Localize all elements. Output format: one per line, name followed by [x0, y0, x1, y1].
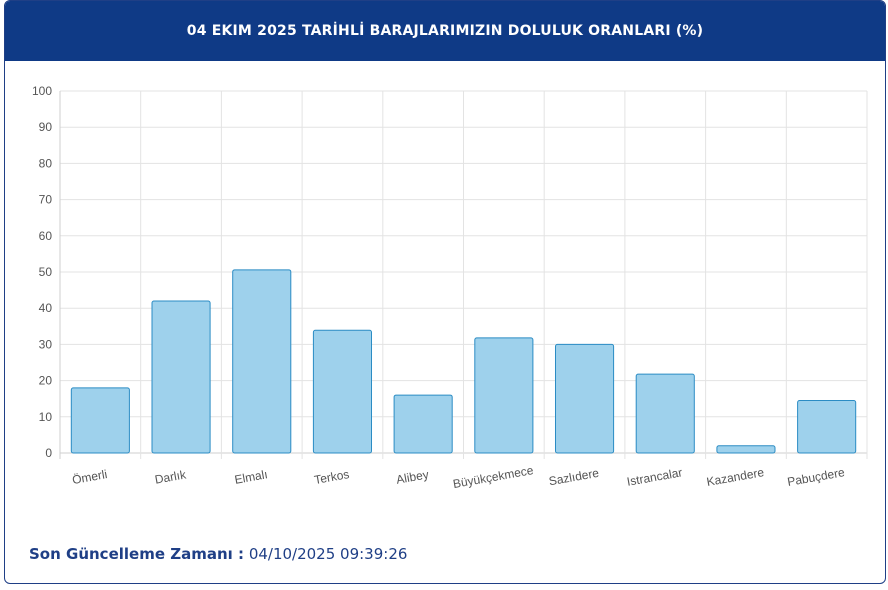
- x-tick-label: Istrancalar: [626, 465, 684, 489]
- x-tick-label: Ömerli: [71, 467, 108, 487]
- y-tick-label: 60: [39, 229, 53, 243]
- x-tick-label: Elmalı: [233, 467, 268, 487]
- last-update-value: 04/10/2025 09:39:26: [248, 545, 408, 563]
- x-tick-label: Kazandere: [705, 465, 765, 489]
- bar-kazandere: [716, 445, 776, 454]
- last-update-label: Son Güncelleme Zamanı :: [29, 545, 245, 563]
- y-tick-label: 80: [39, 156, 53, 170]
- y-tick-label: 50: [39, 265, 53, 279]
- x-tick-label: Sazlıdere: [548, 466, 601, 489]
- bar-darlık: [151, 300, 211, 454]
- chart-title: 04 EKIM 2025 TARİHLİ BARAJLARIMIZIN DOLU…: [186, 23, 704, 39]
- last-update: Son Güncelleme Zamanı : 04/10/2025 09:39…: [29, 545, 407, 563]
- chart-card: 04 EKIM 2025 TARİHLİ BARAJLARIMIZIN DOLU…: [4, 0, 886, 584]
- bar-istrancalar: [635, 373, 695, 454]
- bar-alibey: [393, 394, 453, 454]
- chart-header: 04 EKIM 2025 TARİHLİ BARAJLARIMIZIN DOLU…: [5, 1, 885, 61]
- bar-ömerli: [70, 387, 130, 454]
- bar-elmalı: [232, 269, 292, 454]
- y-tick-label: 90: [39, 120, 53, 134]
- bar-büyükçekmece: [474, 337, 534, 454]
- x-tick-label: Alibey: [395, 467, 430, 486]
- y-tick-label: 100: [32, 84, 52, 98]
- y-tick-label: 20: [39, 374, 53, 388]
- x-tick-label: Pabuçdere: [786, 465, 846, 489]
- bar-terkos: [312, 329, 373, 454]
- bar-pabuçdere: [797, 400, 857, 454]
- y-tick-label: 30: [39, 337, 53, 351]
- y-tick-label: 40: [39, 301, 53, 315]
- bar-chart: 0 10 20 30 40 50 60 70 80 90 100 Ömerli Darlık Elmalı…: [32, 84, 868, 491]
- y-tick-label: 70: [39, 193, 53, 207]
- y-tick-label: 0: [45, 446, 52, 460]
- x-tick-label: Darlık: [154, 467, 188, 486]
- y-tick-label: 10: [39, 410, 53, 424]
- bar-sazlıdere: [554, 343, 615, 454]
- x-tick-label: Büyükçekmece: [452, 463, 535, 491]
- x-tick-label: Terkos: [313, 467, 350, 487]
